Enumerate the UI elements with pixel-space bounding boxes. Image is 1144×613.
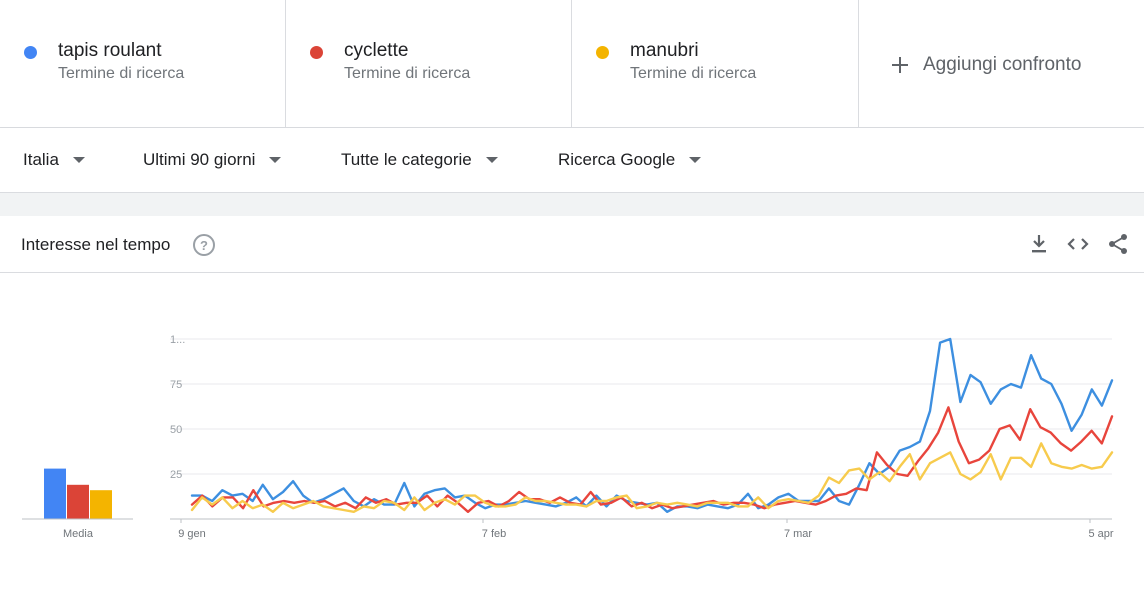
average-bar-3 bbox=[90, 490, 112, 519]
term-type-2: Termine di ricerca bbox=[344, 65, 471, 82]
interest-chart[interactable]: Media 1... 75 50 25 9 gen 7 feb 7 mar 5 apr bbox=[0, 273, 1144, 608]
average-bars: Media bbox=[22, 468, 133, 540]
chart-grid: 1... 75 50 25 bbox=[170, 334, 1112, 520]
source-dropdown[interactable]: Ricerca Google bbox=[558, 150, 702, 170]
term-name-2: cyclette bbox=[344, 40, 409, 61]
period-value: Ultimi 90 giorni bbox=[143, 150, 256, 169]
term-color-dot-2 bbox=[310, 46, 323, 59]
share-icon[interactable] bbox=[1106, 232, 1130, 256]
chart-area: Media 1... 75 50 25 9 gen 7 feb 7 mar 5 apr bbox=[0, 273, 1144, 608]
term-name-1: tapis roulant bbox=[58, 40, 162, 61]
add-compare-button[interactable]: Aggiungi confronto bbox=[859, 0, 1144, 127]
term-color-dot-3 bbox=[596, 46, 609, 59]
y-tick-label: 75 bbox=[170, 379, 182, 391]
caret-down-icon bbox=[72, 157, 85, 163]
interest-over-time-header: Interesse nel tempo ? bbox=[0, 216, 1144, 273]
y-tick-label: 1... bbox=[170, 334, 185, 346]
plus-icon bbox=[887, 52, 913, 78]
help-icon[interactable]: ? bbox=[193, 234, 215, 256]
period-dropdown[interactable]: Ultimi 90 giorni bbox=[143, 150, 282, 170]
term-card-1[interactable]: tapis roulant Termine di ricerca bbox=[0, 0, 286, 127]
term-type-3: Termine di ricerca bbox=[630, 65, 757, 82]
card-title: Interesse nel tempo bbox=[21, 235, 171, 254]
term-card-2[interactable]: cyclette Termine di ricerca bbox=[286, 0, 572, 127]
x-tick-label: 7 feb bbox=[482, 528, 506, 540]
chart-series[interactable] bbox=[190, 337, 1114, 513]
average-bar-1 bbox=[44, 468, 66, 519]
add-compare[interactable]: Aggiungi confronto bbox=[887, 52, 1081, 78]
category-dropdown[interactable]: Tutte le categorie bbox=[341, 150, 498, 170]
average-bar-2 bbox=[67, 484, 89, 519]
add-compare-label: Aggiungi confronto bbox=[923, 54, 1082, 75]
x-tick-label: 5 apr bbox=[1088, 528, 1113, 540]
caret-down-icon bbox=[689, 157, 702, 163]
average-label: Media bbox=[63, 528, 94, 540]
section-gap bbox=[0, 193, 1144, 216]
region-value: Italia bbox=[23, 150, 59, 169]
x-axis-ticks: 9 gen 7 feb 7 mar 5 apr bbox=[178, 519, 1114, 540]
y-tick-label: 50 bbox=[170, 424, 182, 436]
category-value: Tutte le categorie bbox=[341, 150, 472, 169]
embed-icon[interactable] bbox=[1066, 232, 1090, 256]
series-line-1[interactable] bbox=[190, 337, 1114, 513]
y-tick-label: 25 bbox=[170, 469, 182, 481]
series-line-2[interactable] bbox=[190, 406, 1114, 513]
term-color-dot-1 bbox=[24, 46, 37, 59]
caret-down-icon bbox=[485, 157, 498, 163]
x-tick-label: 9 gen bbox=[178, 528, 206, 540]
download-icon[interactable] bbox=[1027, 232, 1051, 256]
series-line-3[interactable] bbox=[190, 442, 1114, 513]
term-type-1: Termine di ricerca bbox=[58, 65, 185, 82]
region-dropdown[interactable]: Italia bbox=[23, 150, 85, 170]
x-tick-label: 7 mar bbox=[784, 528, 812, 540]
filters-bar: Italia Ultimi 90 giorni Tutte le categor… bbox=[0, 128, 1144, 193]
term-name-3: manubri bbox=[630, 40, 699, 61]
source-value: Ricerca Google bbox=[558, 150, 676, 169]
search-terms-row: tapis roulant Termine di ricerca cyclett… bbox=[0, 0, 1144, 128]
term-card-3[interactable]: manubri Termine di ricerca bbox=[572, 0, 859, 127]
caret-down-icon bbox=[269, 157, 282, 163]
